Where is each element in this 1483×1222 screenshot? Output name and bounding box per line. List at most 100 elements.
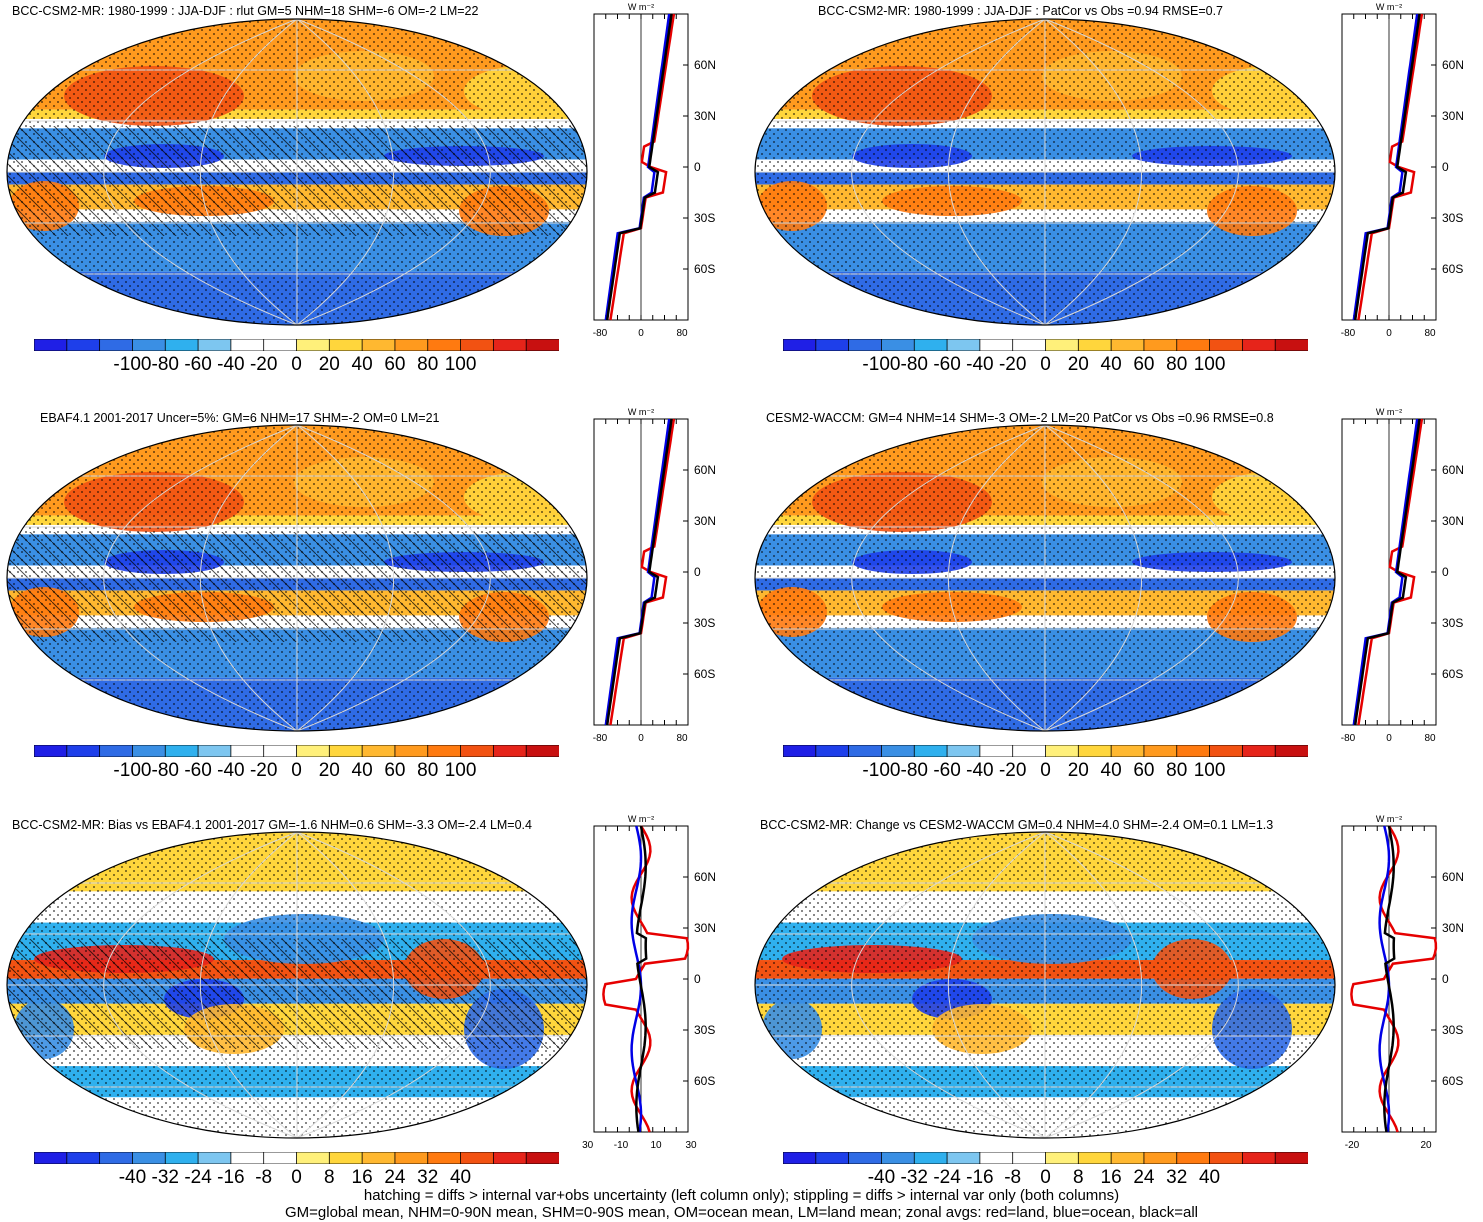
colorbar-swatch: [881, 745, 916, 757]
colorbar-swatch: [197, 1152, 232, 1164]
zonal-lat-label: 30N: [1442, 514, 1463, 528]
zonal-x-label: 30: [685, 1140, 697, 1151]
zonal-lat-label: 0: [1442, 160, 1449, 174]
zonal-lat-label: 30S: [694, 1023, 715, 1037]
zonal-lat-label: 60S: [1442, 262, 1463, 276]
colorbar-tick-label: -80: [900, 760, 928, 781]
colorbar-tick-label: 16: [1100, 1167, 1122, 1188]
colorbar-tick-label: 40: [351, 354, 373, 375]
zonal-x-label: -30: [582, 1140, 594, 1151]
zonal-lat-label: 60S: [694, 667, 715, 681]
longitude-line: [103, 425, 298, 731]
longitude-line: [296, 19, 394, 325]
zonal-lat-label: 30N: [694, 514, 715, 528]
longitude-line: [1044, 832, 1239, 1138]
colorbar-tick-label: -60: [184, 354, 212, 375]
colorbar-tick-label: 0: [291, 760, 302, 781]
panel-3-zonal-profile: W m⁻² 60N 30N 0 30S 60S -80 0 80: [593, 407, 715, 744]
colorbar-tick-label: 60: [1133, 760, 1155, 781]
zonal-x-label: -20: [1345, 1140, 1360, 1151]
panel-1-title: BCC-CSM2-MR: 1980-1999 : JJA-DJF : rlut …: [12, 4, 479, 18]
zonal-lat-label: 30S: [1442, 616, 1463, 630]
colorbar-swatch: [1077, 745, 1113, 757]
colorbar-swatch: [197, 745, 232, 757]
zonal-units: W m⁻²: [1376, 407, 1402, 417]
map-border: [754, 18, 1336, 326]
colorbar-swatch: [848, 339, 883, 351]
longitude-line: [1044, 832, 1142, 1138]
colorbar-swatch: [34, 1152, 68, 1164]
colorbar-swatch: [394, 339, 429, 351]
zonal-units: W m⁻²: [628, 407, 654, 417]
colorbar-tick-label: 60: [1133, 354, 1155, 375]
colorbar-swatch: [164, 339, 199, 351]
colorbar-swatch: [427, 339, 462, 351]
colorbar-swatch: [99, 1152, 134, 1164]
colorbar-tick-label: -20: [998, 354, 1027, 375]
longitude-line: [948, 425, 1046, 731]
longitude-line: [200, 832, 298, 1138]
colorbar-tick-label: -60: [184, 760, 212, 781]
zonal-lat-label: 0: [1442, 972, 1449, 986]
zonal-ocean-curve: [604, 418, 671, 726]
zonal-x-label: 10: [650, 1140, 662, 1151]
colorbar-swatch: [1176, 339, 1211, 351]
colorbar-tick-label: -16: [966, 1167, 994, 1188]
colorbar-tick-label: 20: [318, 354, 340, 375]
zonal-lat-label: 30S: [694, 616, 715, 630]
colorbar-swatch: [783, 745, 817, 757]
colorbar-swatch: [34, 745, 68, 757]
zonal-lat-label: 60S: [694, 262, 715, 276]
colorbar-tick-label: -80: [151, 760, 179, 781]
colorbar-swatch: [1176, 745, 1211, 757]
map-field: [755, 19, 1335, 325]
colorbar-tick-label: -40: [966, 760, 994, 781]
colorbar-swatch: [263, 1152, 298, 1164]
zonal-x-label: 80: [1424, 733, 1436, 744]
colorbar-swatch: [1143, 745, 1178, 757]
colorbar-swatch: [492, 339, 528, 351]
panel-6-title: BCC-CSM2-MR: Change vs CESM2-WACCM GM=0.…: [760, 818, 1274, 832]
panel-4-map: [754, 424, 1336, 732]
colorbar-swatch: [230, 339, 265, 351]
zonal-lat-label: 60N: [1442, 463, 1463, 477]
colorbar-swatch: [1110, 339, 1145, 351]
colorbar-tick-label: 24: [384, 1167, 406, 1188]
colorbar-tick-label: 24: [1133, 1167, 1155, 1188]
footer-note-2: GM=global mean, NHM=0-90N mean, SHM=0-90…: [284, 1204, 1198, 1221]
colorbar-tick-label: -32: [900, 1167, 928, 1188]
colorbar-swatch: [1012, 745, 1047, 757]
zonal-x-label: 0: [638, 733, 644, 744]
colorbar-tick-label: -8: [255, 1167, 273, 1188]
colorbar-tick-label: 60: [384, 354, 406, 375]
colorbar-swatch: [1110, 1152, 1145, 1164]
colorbar-tick-label: -80: [151, 354, 179, 375]
colorbar-swatch: [848, 745, 883, 757]
colorbar-tick-label: -32: [151, 1167, 179, 1188]
colorbar-tick-label: -80: [900, 354, 928, 375]
panel-3-map: [6, 424, 588, 732]
panel-5-colorbar: [34, 1152, 559, 1164]
panel-1-zonal-profile: W m⁻² 60N 30N 0 30S 60S -80 0 80: [593, 2, 715, 339]
zonal-x-label: -80: [593, 733, 608, 744]
colorbar-swatch: [164, 745, 199, 757]
colorbar-swatch: [99, 745, 134, 757]
colorbar-swatch: [263, 339, 298, 351]
colorbar-tick-label: 40: [1100, 354, 1122, 375]
zonal-x-label: -80: [593, 328, 608, 339]
longitude-line: [296, 425, 491, 731]
longitude-line: [948, 832, 1046, 1138]
colorbar-swatch: [1045, 339, 1080, 351]
zonal-x-label: 0: [1386, 328, 1392, 339]
colorbar-swatch: [263, 745, 298, 757]
colorbar-swatch: [1077, 1152, 1113, 1164]
colorbar-tick-label: 8: [1073, 1167, 1084, 1188]
colorbar-swatch: [34, 339, 68, 351]
colorbar-swatch: [427, 745, 462, 757]
panel-5-title: BCC-CSM2-MR: Bias vs EBAF4.1 2001-2017 G…: [12, 818, 532, 832]
colorbar-swatch: [881, 339, 916, 351]
colorbar-swatch: [1012, 1152, 1047, 1164]
colorbar-tick-label: 0: [1040, 760, 1051, 781]
colorbar-tick-label: -40: [217, 760, 245, 781]
colorbar-tick-label: -20: [249, 760, 278, 781]
